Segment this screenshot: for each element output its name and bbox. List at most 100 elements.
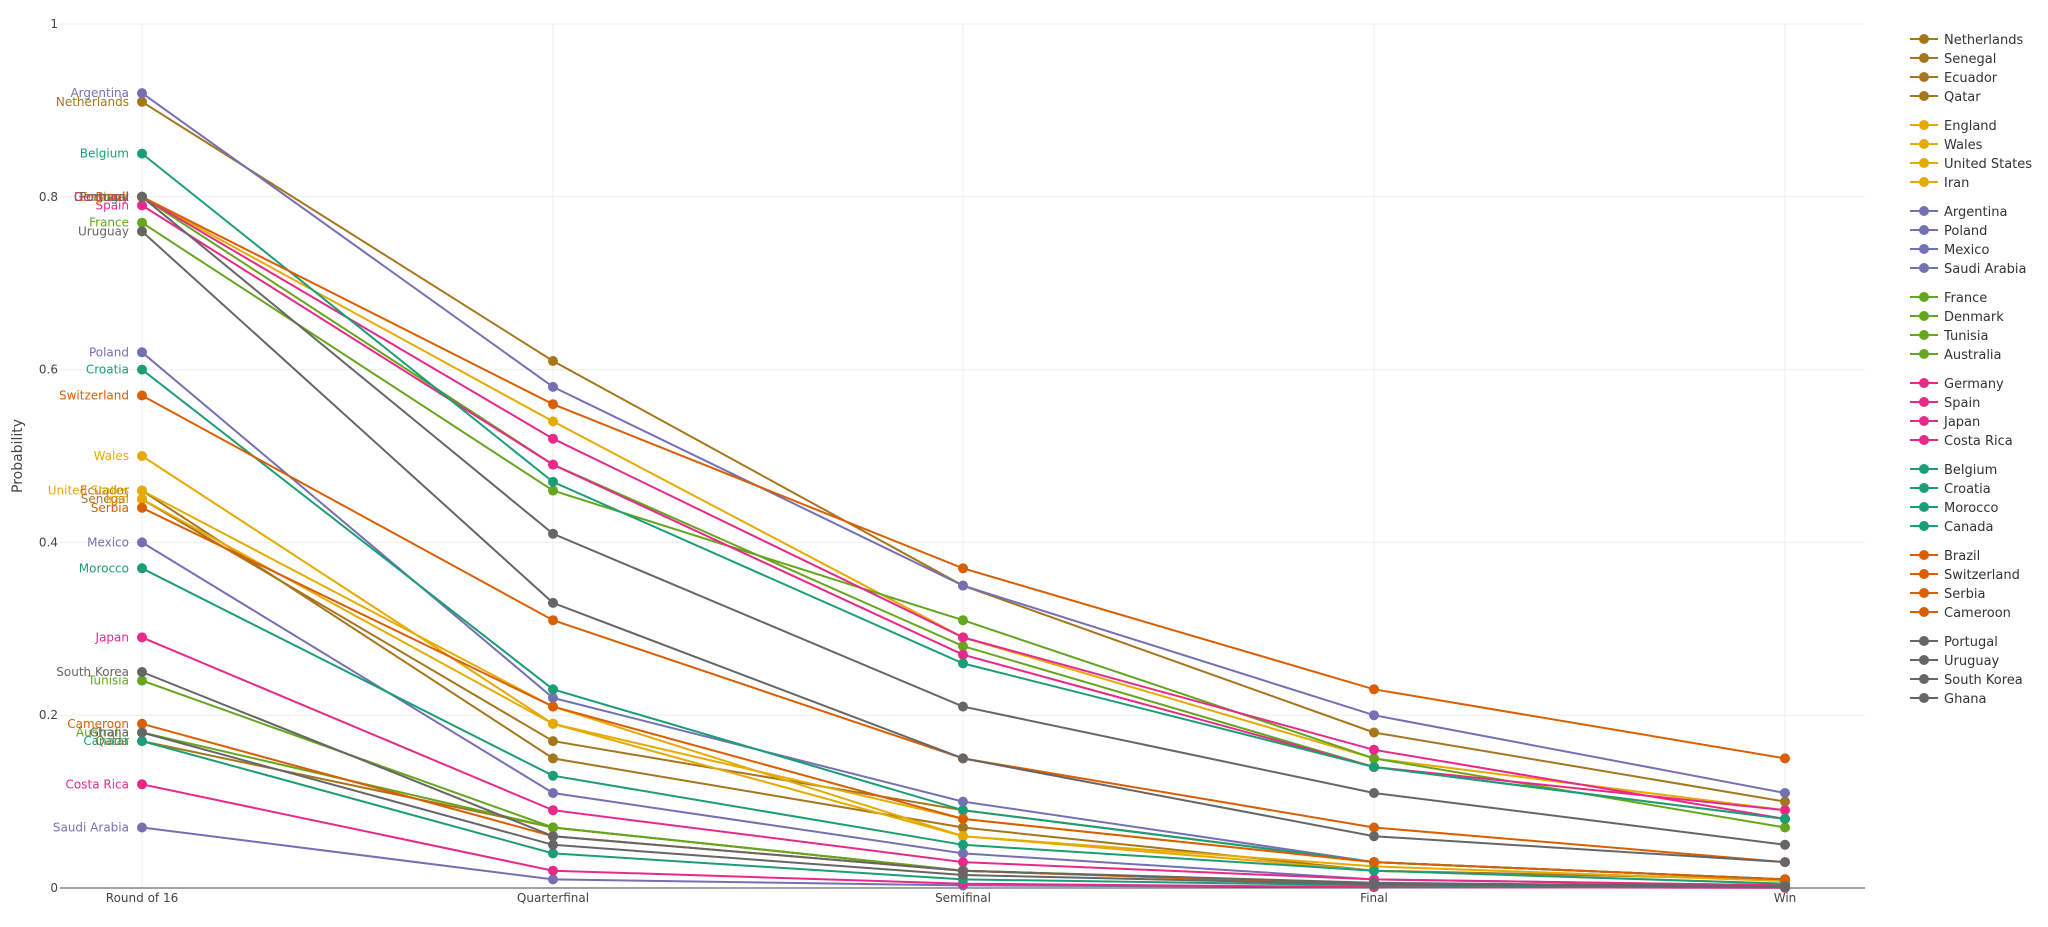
series-label-serbia: Serbia — [91, 501, 129, 515]
legend-item-cameroon[interactable]: Cameroon — [1910, 606, 2011, 621]
legend-item-morocco[interactable]: Morocco — [1910, 501, 1998, 516]
legend-item-iran[interactable]: Iran — [1910, 176, 1969, 191]
data-point-wales — [137, 451, 147, 461]
data-point-argentina — [958, 580, 968, 591]
series-label-england: England — [80, 190, 129, 204]
data-point-morocco — [548, 770, 558, 781]
series-label-germany: Germany — [74, 190, 129, 204]
data-point-costa-rica — [548, 865, 558, 876]
x-tick-label: Quarterfinal — [517, 891, 589, 905]
legend-item-portugal[interactable]: Portugal — [1910, 635, 1998, 650]
legend-item-argentina[interactable]: Argentina — [1910, 205, 2007, 220]
legend-label: Australia — [1944, 348, 2002, 363]
legend-item-denmark[interactable]: Denmark — [1910, 310, 2004, 325]
data-point-mexico — [958, 848, 968, 859]
series-label-united-states: United States — [48, 484, 129, 498]
legend-item-australia[interactable]: Australia — [1910, 348, 2002, 363]
data-point-brazil — [1369, 684, 1379, 695]
legend-marker — [1919, 588, 1929, 598]
data-point-poland — [548, 692, 558, 703]
legend-label: Uruguay — [1944, 654, 2000, 669]
data-point-netherlands — [137, 96, 147, 107]
series-label-spain: Spain — [95, 198, 129, 212]
legend-item-canada[interactable]: Canada — [1910, 520, 1993, 535]
data-point-brazil — [1780, 753, 1790, 764]
data-point-canada — [137, 736, 147, 747]
y-tick-label: 0.8 — [39, 190, 58, 204]
legend-item-costa-rica[interactable]: Costa Rica — [1910, 434, 2013, 449]
data-point-saudi-arabia — [548, 874, 558, 885]
series-label-argentina: Argentina — [70, 86, 129, 100]
legend-marker — [1919, 225, 1929, 235]
legend-marker — [1919, 206, 1929, 216]
series-label-south-korea: South Korea — [56, 665, 129, 679]
legend[interactable]: Netherlands Senegal Ecuador Qatar England Wal… — [1910, 33, 2032, 707]
legend-marker — [1919, 655, 1929, 665]
legend-label: Costa Rica — [1944, 434, 2013, 449]
data-point-ghana — [1780, 882, 1790, 893]
legend-item-mexico[interactable]: Mexico — [1910, 243, 1989, 258]
legend-item-saudi-arabia[interactable]: Saudi Arabia — [1910, 262, 2027, 277]
data-point-germany — [548, 433, 558, 444]
legend-marker — [1919, 53, 1929, 63]
data-point-ghana — [958, 870, 968, 880]
legend-label: Portugal — [1944, 635, 1998, 650]
data-point-switzerland — [1369, 822, 1379, 833]
data-point-france — [137, 217, 147, 228]
legend-label: Iran — [1944, 176, 1969, 191]
data-point-argentina — [1369, 710, 1379, 721]
series-label-netherlands: Netherlands — [56, 95, 129, 109]
legend-item-france[interactable]: France — [1910, 291, 1987, 306]
data-point-spain — [958, 649, 968, 660]
legend-item-tunisia[interactable]: Tunisia — [1910, 329, 1988, 344]
legend-item-japan[interactable]: Japan — [1910, 415, 1980, 430]
data-point-uruguay — [958, 753, 968, 764]
legend-item-spain[interactable]: Spain — [1910, 396, 1980, 411]
data-point-portugal — [1369, 788, 1379, 798]
data-point-netherlands — [1780, 796, 1790, 807]
data-point-ghana — [1369, 879, 1379, 890]
legend-item-croatia[interactable]: Croatia — [1910, 482, 1991, 497]
legend-item-ecuador[interactable]: Ecuador — [1910, 71, 1998, 86]
legend-label: Ghana — [1944, 692, 1987, 707]
series-label-australia: Australia — [76, 726, 129, 740]
data-point-spain — [1780, 805, 1790, 816]
x-tick-label: Win — [1774, 891, 1797, 905]
legend-marker — [1919, 263, 1929, 273]
legend-item-uruguay[interactable]: Uruguay — [1910, 654, 2000, 669]
legend-item-poland[interactable]: Poland — [1910, 224, 1987, 239]
series-label-iran: Iran — [106, 492, 129, 506]
legend-label: England — [1944, 119, 1997, 134]
legend-label: Spain — [1944, 396, 1980, 411]
legend-item-serbia[interactable]: Serbia — [1910, 587, 1985, 602]
legend-item-brazil[interactable]: Brazil — [1910, 549, 1980, 564]
legend-marker — [1919, 34, 1929, 44]
legend-item-belgium[interactable]: Belgium — [1910, 463, 1997, 478]
data-point-tunisia — [137, 675, 147, 686]
legend-item-wales[interactable]: Wales — [1910, 138, 1983, 153]
legend-item-ghana[interactable]: Ghana — [1910, 692, 1987, 707]
legend-item-germany[interactable]: Germany — [1910, 377, 2004, 392]
legend-marker — [1919, 91, 1929, 101]
legend-item-united-states[interactable]: United States — [1910, 157, 2032, 172]
data-point-japan — [548, 805, 558, 816]
legend-marker — [1919, 139, 1929, 149]
legend-marker — [1919, 435, 1929, 445]
data-point-england — [548, 416, 558, 427]
data-point-japan — [958, 857, 968, 868]
legend-item-qatar[interactable]: Qatar — [1910, 90, 1981, 105]
legend-item-south-korea[interactable]: South Korea — [1910, 673, 2023, 688]
data-point-morocco — [958, 839, 968, 850]
data-point-portugal — [1780, 839, 1790, 850]
legend-item-england[interactable]: England — [1910, 119, 1997, 134]
legend-item-senegal[interactable]: Senegal — [1910, 52, 1996, 67]
data-point-netherlands — [1369, 727, 1379, 738]
data-point-australia — [548, 822, 558, 833]
data-point-iran — [137, 494, 147, 505]
data-point-costa-rica — [137, 779, 147, 790]
legend-item-switzerland[interactable]: Switzerland — [1910, 568, 2020, 583]
y-tick-label: 0 — [50, 881, 58, 895]
data-point-croatia — [548, 684, 558, 695]
legend-item-netherlands[interactable]: Netherlands — [1910, 33, 2023, 48]
series-label-morocco: Morocco — [79, 561, 129, 575]
